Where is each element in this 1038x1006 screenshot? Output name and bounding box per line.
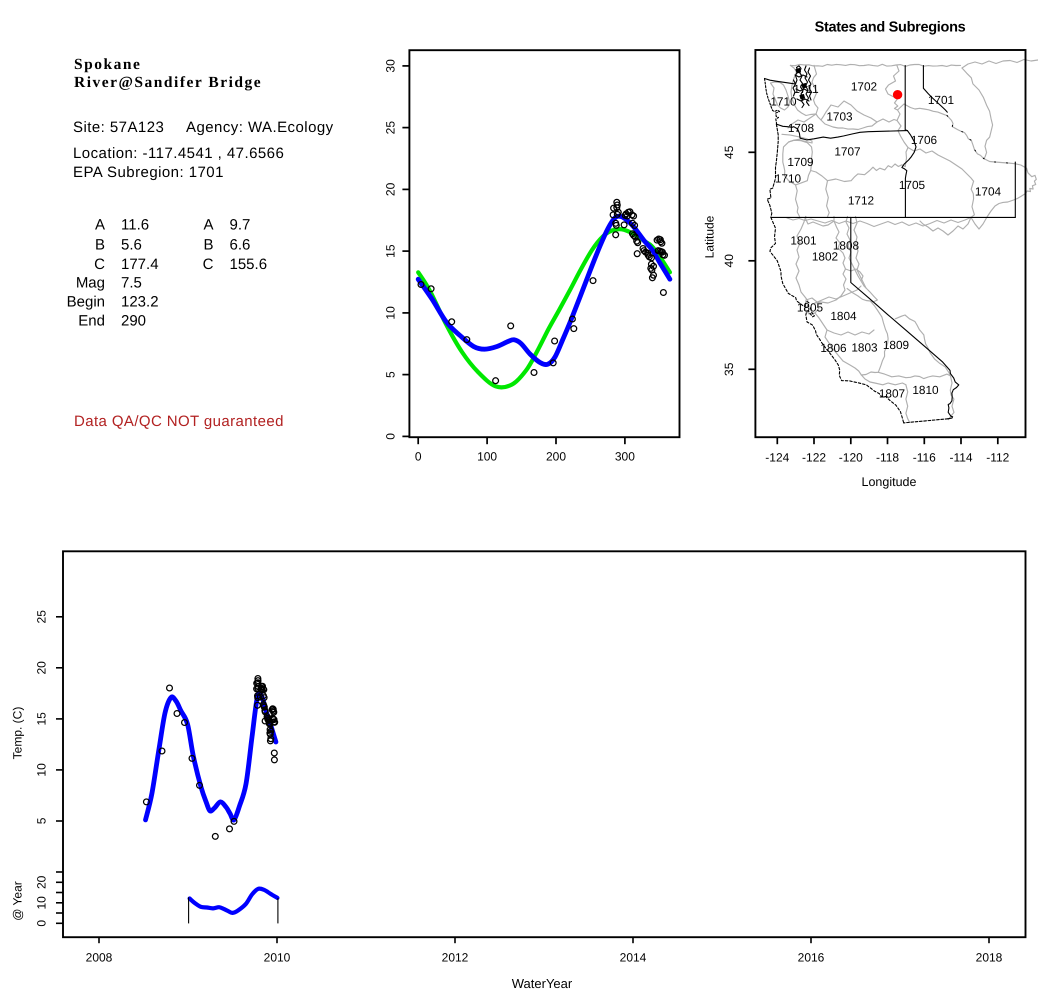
svg-text:2018: 2018 — [976, 951, 1003, 965]
svg-text:5: 5 — [383, 371, 397, 378]
svg-text:5.6: 5.6 — [121, 237, 142, 254]
svg-text:1712: 1712 — [848, 194, 874, 208]
svg-text:2014: 2014 — [620, 951, 647, 965]
svg-text:200: 200 — [546, 450, 566, 464]
svg-text:11.6: 11.6 — [121, 217, 149, 234]
svg-text:0: 0 — [35, 920, 49, 927]
svg-text:1709: 1709 — [787, 155, 813, 169]
svg-text:177.4: 177.4 — [121, 256, 159, 273]
svg-text:25: 25 — [383, 121, 397, 135]
svg-text:1703: 1703 — [826, 110, 853, 124]
svg-text:300: 300 — [615, 450, 635, 464]
svg-text:End: End — [78, 313, 105, 330]
svg-text:2008: 2008 — [86, 951, 113, 965]
svg-text:-112: -112 — [986, 451, 1009, 465]
svg-text:-122: -122 — [802, 451, 826, 465]
svg-text:35: 35 — [722, 362, 736, 376]
svg-text:-118: -118 — [876, 451, 899, 465]
svg-text:15: 15 — [35, 712, 49, 726]
svg-text:7.5: 7.5 — [121, 275, 142, 292]
svg-text:EPA Subregion: 1701: EPA Subregion: 1701 — [73, 164, 224, 181]
svg-text:6.6: 6.6 — [230, 237, 251, 254]
svg-text:1706: 1706 — [911, 133, 938, 147]
svg-text:10: 10 — [383, 306, 397, 320]
svg-text:20: 20 — [35, 875, 49, 889]
svg-text:5: 5 — [35, 817, 49, 824]
svg-text:2012: 2012 — [442, 951, 469, 965]
svg-text:-114: -114 — [949, 451, 972, 465]
svg-text:River@Sandifer Bridge: River@Sandifer Bridge — [74, 74, 262, 91]
svg-text:123.2: 123.2 — [121, 294, 159, 311]
svg-text:Data QA/QC NOT guaranteed: Data QA/QC NOT guaranteed — [74, 413, 284, 430]
svg-text:20: 20 — [35, 661, 49, 675]
svg-text:Site: 57A123: Site: 57A123 — [73, 119, 164, 136]
svg-text:15: 15 — [383, 244, 397, 258]
svg-text:1810: 1810 — [912, 383, 939, 397]
svg-text:1711: 1711 — [793, 82, 818, 96]
svg-text:1809: 1809 — [883, 338, 909, 352]
svg-text:Temp. (C): Temp. (C) — [11, 707, 25, 760]
svg-text:Location: -117.4541 , 47.6566: Location: -117.4541 , 47.6566 — [73, 145, 284, 162]
svg-text:1806: 1806 — [820, 341, 847, 355]
svg-text:Begin: Begin — [67, 294, 105, 311]
svg-text:2010: 2010 — [264, 951, 291, 965]
svg-text:1805: 1805 — [797, 301, 824, 315]
svg-text:1804: 1804 — [830, 309, 857, 323]
svg-text:10: 10 — [35, 763, 49, 777]
svg-text:@ Year: @ Year — [11, 881, 25, 921]
svg-text:1807: 1807 — [879, 387, 905, 401]
svg-text:25: 25 — [35, 610, 49, 624]
svg-text:30: 30 — [383, 59, 397, 73]
svg-text:WaterYear: WaterYear — [512, 976, 573, 991]
svg-text:1802: 1802 — [812, 250, 838, 264]
svg-text:A: A — [95, 217, 105, 234]
svg-text:1710: 1710 — [775, 172, 802, 186]
svg-text:B: B — [95, 237, 105, 254]
svg-text:B: B — [203, 237, 213, 254]
svg-text:-124: -124 — [765, 451, 789, 465]
svg-text:1701: 1701 — [928, 93, 954, 107]
svg-text:1702: 1702 — [851, 80, 877, 94]
svg-text:10: 10 — [35, 896, 49, 910]
svg-text:1708: 1708 — [788, 121, 815, 135]
svg-text:Mag: Mag — [76, 275, 105, 292]
svg-text:20: 20 — [383, 182, 397, 196]
svg-text:Spokane: Spokane — [74, 56, 141, 73]
svg-text:1801: 1801 — [790, 234, 816, 248]
svg-text:1704: 1704 — [975, 185, 1002, 199]
svg-text:1705: 1705 — [899, 178, 926, 192]
svg-text:45: 45 — [722, 145, 736, 159]
svg-text:2016: 2016 — [798, 951, 825, 965]
svg-text:A: A — [203, 217, 213, 234]
svg-text:Longitude: Longitude — [862, 475, 917, 489]
svg-text:0: 0 — [383, 433, 397, 440]
svg-text:155.6: 155.6 — [230, 256, 268, 273]
svg-text:C: C — [94, 256, 105, 273]
svg-text:C: C — [203, 256, 214, 273]
svg-text:Agency: WA.Ecology: Agency: WA.Ecology — [186, 119, 334, 136]
svg-text:Latitude: Latitude — [703, 215, 717, 258]
svg-text:100: 100 — [477, 450, 497, 464]
svg-text:9.7: 9.7 — [230, 217, 251, 234]
svg-text:1803: 1803 — [851, 341, 878, 355]
svg-text:States and Subregions: States and Subregions — [815, 19, 966, 35]
svg-text:1808: 1808 — [833, 239, 860, 253]
svg-text:1707: 1707 — [834, 145, 860, 159]
svg-text:-120: -120 — [839, 451, 863, 465]
svg-text:290: 290 — [121, 313, 146, 330]
svg-text:40: 40 — [722, 254, 736, 268]
svg-text:-116: -116 — [913, 451, 936, 465]
svg-text:0: 0 — [415, 450, 422, 464]
svg-text:1710: 1710 — [770, 95, 797, 109]
